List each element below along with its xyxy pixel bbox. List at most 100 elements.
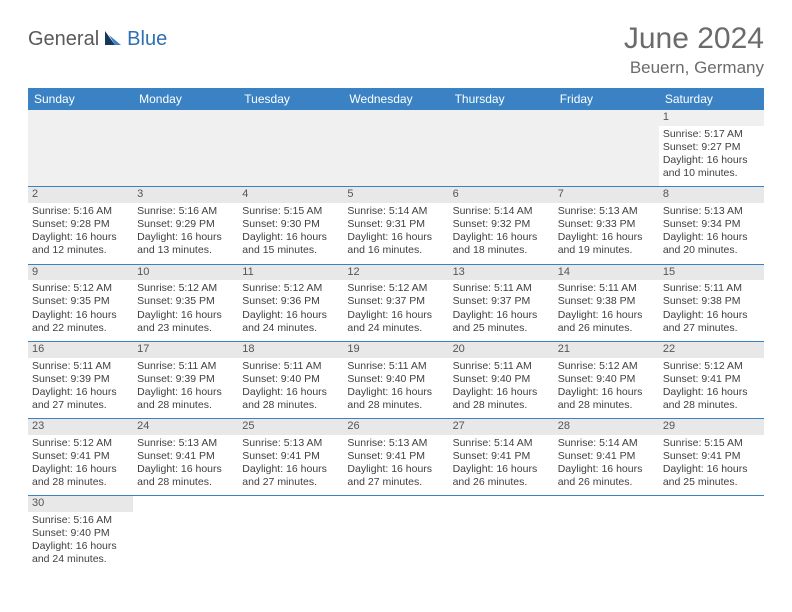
daylight-text: Daylight: 16 hours and 24 minutes. bbox=[32, 540, 129, 566]
sunrise-text: Sunrise: 5:14 AM bbox=[453, 205, 550, 218]
calendar-cell bbox=[554, 496, 659, 573]
sunset-text: Sunset: 9:34 PM bbox=[663, 218, 760, 231]
logo: General Blue bbox=[28, 22, 167, 51]
daylight-text: Daylight: 16 hours and 28 minutes. bbox=[347, 386, 444, 412]
sunset-text: Sunset: 9:40 PM bbox=[453, 373, 550, 386]
calendar-cell bbox=[449, 110, 554, 187]
day-number: 4 bbox=[238, 187, 343, 203]
daylight-text: Daylight: 16 hours and 18 minutes. bbox=[453, 231, 550, 257]
daylight-text: Daylight: 16 hours and 28 minutes. bbox=[453, 386, 550, 412]
sunset-text: Sunset: 9:33 PM bbox=[558, 218, 655, 231]
calendar-cell: 28Sunrise: 5:14 AMSunset: 9:41 PMDayligh… bbox=[554, 419, 659, 496]
sunset-text: Sunset: 9:41 PM bbox=[347, 450, 444, 463]
weekday-header: Wednesday bbox=[343, 88, 448, 110]
month-title: June 2024 bbox=[624, 22, 764, 56]
sunrise-text: Sunrise: 5:17 AM bbox=[663, 128, 760, 141]
daylight-text: Daylight: 16 hours and 28 minutes. bbox=[32, 463, 129, 489]
calendar-cell bbox=[133, 496, 238, 573]
day-number: 3 bbox=[133, 187, 238, 203]
calendar-cell: 29 Sunrise: 5:15 AMSunset: 9:41 PMDayligh… bbox=[659, 419, 764, 496]
daylight-text: Daylight: 16 hours and 27 minutes. bbox=[663, 309, 760, 335]
sunset-text: Sunset: 9:41 PM bbox=[453, 450, 550, 463]
sunset-text: Sunset: 9:40 PM bbox=[558, 373, 655, 386]
sunrise-text: Sunrise: 5:16 AM bbox=[32, 205, 129, 218]
calendar-cell: 19Sunrise: 5:11 AMSunset: 9:40 PMDayligh… bbox=[343, 341, 448, 418]
day-number: 24 bbox=[133, 419, 238, 435]
calendar-cell: 4 Sunrise: 5:15 AMSunset: 9:30 PMDaylight… bbox=[238, 187, 343, 264]
weekday-header: Thursday bbox=[449, 88, 554, 110]
calendar-cell: 17Sunrise: 5:11 AMSunset: 9:39 PMDayligh… bbox=[133, 341, 238, 418]
sunrise-text: Sunrise: 5:11 AM bbox=[137, 360, 234, 373]
calendar-cell bbox=[238, 110, 343, 187]
calendar-cell: 25Sunrise: 5:13 AMSunset: 9:41 PMDayligh… bbox=[238, 419, 343, 496]
calendar-cell: 15Sunrise: 5:11 AMSunset: 9:38 PMDayligh… bbox=[659, 264, 764, 341]
daylight-text: Daylight: 16 hours and 24 minutes. bbox=[242, 309, 339, 335]
calendar-cell: 30Sunrise: 5:16 AMSunset: 9:40 PMDayligh… bbox=[28, 496, 133, 573]
day-number: 21 bbox=[554, 342, 659, 358]
sunrise-text: Sunrise: 5:11 AM bbox=[663, 282, 760, 295]
day-number: 6 bbox=[449, 187, 554, 203]
sunrise-text: Sunrise: 5:11 AM bbox=[347, 360, 444, 373]
daylight-text: Daylight: 16 hours and 28 minutes. bbox=[137, 463, 234, 489]
daylight-text: Daylight: 16 hours and 13 minutes. bbox=[137, 231, 234, 257]
logo-text-blue: Blue bbox=[127, 28, 167, 51]
title-block: June 2024 Beuern, Germany bbox=[624, 22, 764, 78]
daylight-text: Daylight: 16 hours and 28 minutes. bbox=[558, 386, 655, 412]
sunrise-text: Sunrise: 5:15 AM bbox=[663, 437, 760, 450]
sunset-text: Sunset: 9:30 PM bbox=[242, 218, 339, 231]
sunrise-text: Sunrise: 5:13 AM bbox=[558, 205, 655, 218]
day-number: 7 bbox=[554, 187, 659, 203]
day-number: 12 bbox=[343, 265, 448, 281]
sunrise-text: Sunrise: 5:13 AM bbox=[347, 437, 444, 450]
daylight-text: Daylight: 16 hours and 26 minutes. bbox=[558, 309, 655, 335]
calendar-cell: 8Sunrise: 5:13 AMSunset: 9:34 PMDaylight… bbox=[659, 187, 764, 264]
daylight-text: Daylight: 16 hours and 12 minutes. bbox=[32, 231, 129, 257]
day-number: 25 bbox=[238, 419, 343, 435]
daylight-text: Daylight: 16 hours and 15 minutes. bbox=[242, 231, 339, 257]
daylight-text: Daylight: 16 hours and 28 minutes. bbox=[137, 386, 234, 412]
logo-sail-icon bbox=[103, 29, 123, 47]
calendar-cell: 24Sunrise: 5:13 AMSunset: 9:41 PMDayligh… bbox=[133, 419, 238, 496]
day-number: 18 bbox=[238, 342, 343, 358]
sunset-text: Sunset: 9:39 PM bbox=[137, 373, 234, 386]
day-number: 26 bbox=[343, 419, 448, 435]
daylight-text: Daylight: 16 hours and 20 minutes. bbox=[663, 231, 760, 257]
weekday-header-row: Sunday Monday Tuesday Wednesday Thursday… bbox=[28, 88, 764, 110]
day-number: 30 bbox=[28, 496, 133, 512]
daylight-text: Daylight: 16 hours and 26 minutes. bbox=[558, 463, 655, 489]
header: General Blue June 2024 Beuern, Germany bbox=[28, 22, 764, 78]
day-number: 28 bbox=[554, 419, 659, 435]
calendar-row: 1Sunrise: 5:17 AMSunset: 9:27 PMDaylight… bbox=[28, 110, 764, 187]
calendar-cell: 16Sunrise: 5:11 AMSunset: 9:39 PMDayligh… bbox=[28, 341, 133, 418]
sunrise-text: Sunrise: 5:16 AM bbox=[32, 514, 129, 527]
sunrise-text: Sunrise: 5:13 AM bbox=[242, 437, 339, 450]
calendar-cell bbox=[449, 496, 554, 573]
day-number: 8 bbox=[659, 187, 764, 203]
daylight-text: Daylight: 16 hours and 25 minutes. bbox=[663, 463, 760, 489]
day-number: 11 bbox=[238, 265, 343, 281]
calendar-cell: 21Sunrise: 5:12 AMSunset: 9:40 PMDayligh… bbox=[554, 341, 659, 418]
sunset-text: Sunset: 9:35 PM bbox=[32, 295, 129, 308]
weekday-header: Tuesday bbox=[238, 88, 343, 110]
calendar-cell: 9Sunrise: 5:12 AMSunset: 9:35 PMDaylight… bbox=[28, 264, 133, 341]
day-number: 20 bbox=[449, 342, 554, 358]
day-number: 29 bbox=[659, 419, 764, 435]
logo-text-general: General bbox=[28, 28, 99, 51]
sunset-text: Sunset: 9:37 PM bbox=[453, 295, 550, 308]
sunset-text: Sunset: 9:41 PM bbox=[663, 450, 760, 463]
sunrise-text: Sunrise: 5:15 AM bbox=[242, 205, 339, 218]
calendar-cell: 1Sunrise: 5:17 AMSunset: 9:27 PMDaylight… bbox=[659, 110, 764, 187]
sunrise-text: Sunrise: 5:12 AM bbox=[32, 282, 129, 295]
day-number: 2 bbox=[28, 187, 133, 203]
calendar-cell: 7Sunrise: 5:13 AMSunset: 9:33 PMDaylight… bbox=[554, 187, 659, 264]
sunset-text: Sunset: 9:38 PM bbox=[558, 295, 655, 308]
sunrise-text: Sunrise: 5:14 AM bbox=[347, 205, 444, 218]
sunrise-text: Sunrise: 5:16 AM bbox=[137, 205, 234, 218]
calendar-row: 2Sunrise: 5:16 AMSunset: 9:28 PMDaylight… bbox=[28, 187, 764, 264]
calendar-row: 9Sunrise: 5:12 AMSunset: 9:35 PMDaylight… bbox=[28, 264, 764, 341]
daylight-text: Daylight: 16 hours and 10 minutes. bbox=[663, 154, 760, 180]
sunrise-text: Sunrise: 5:11 AM bbox=[558, 282, 655, 295]
sunrise-text: Sunrise: 5:12 AM bbox=[663, 360, 760, 373]
calendar-cell: 3Sunrise: 5:16 AMSunset: 9:29 PMDaylight… bbox=[133, 187, 238, 264]
sunrise-text: Sunrise: 5:14 AM bbox=[453, 437, 550, 450]
